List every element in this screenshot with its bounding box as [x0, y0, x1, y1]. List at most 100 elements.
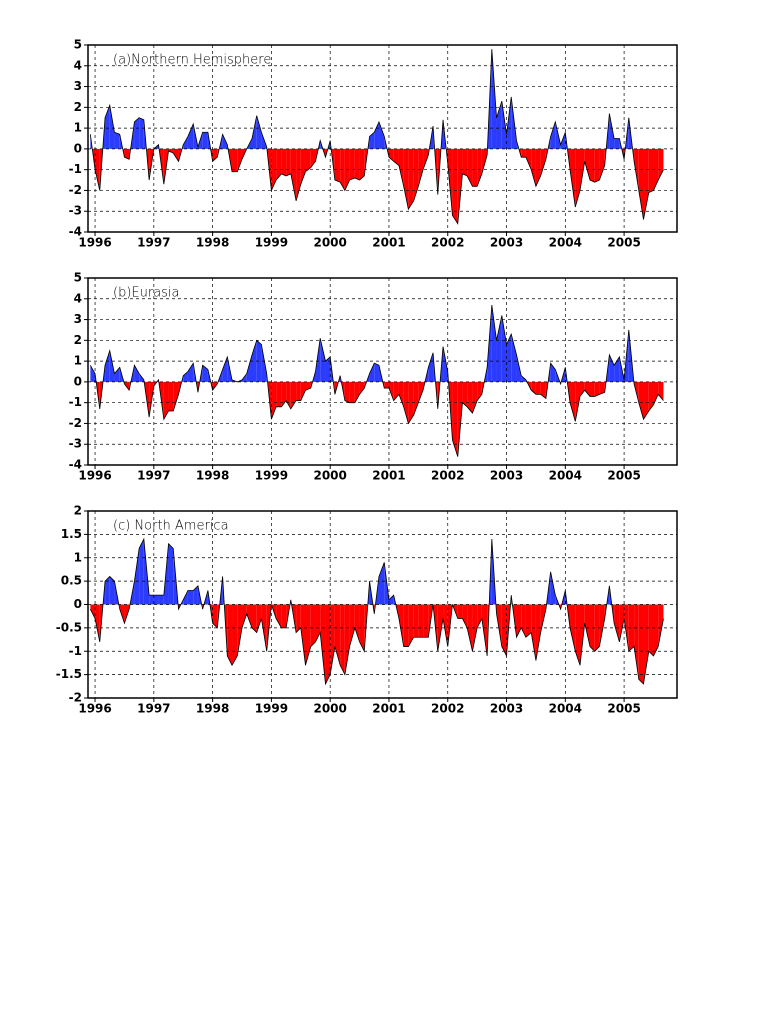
area-segment — [491, 305, 497, 382]
area-segment — [594, 381, 600, 397]
y-tick-label: -4 — [69, 225, 82, 239]
area-segment — [354, 148, 360, 181]
area-segment — [511, 334, 517, 382]
area-segment — [550, 571, 556, 605]
area-segment — [134, 117, 140, 149]
area-segment — [467, 381, 473, 414]
x-tick-label: 2001 — [372, 469, 405, 483]
area-segment — [584, 604, 591, 647]
area-segment — [614, 604, 620, 642]
area-segment — [246, 604, 253, 628]
area-segment — [109, 105, 115, 149]
area-segment — [658, 381, 664, 401]
area-segment — [276, 148, 282, 181]
area-segment — [300, 381, 306, 401]
area-segment — [359, 381, 365, 395]
area-segment — [114, 132, 120, 149]
area-segment — [443, 604, 448, 647]
area-segment — [496, 101, 502, 149]
area-segment — [158, 595, 164, 605]
area-segment — [462, 604, 468, 628]
area-segment — [540, 148, 546, 176]
y-tick-label: 2 — [74, 100, 82, 114]
area-segment — [344, 381, 350, 403]
x-tick-label: 1998 — [196, 702, 229, 716]
area-segment — [491, 49, 497, 149]
area-segment — [590, 148, 595, 183]
x-tick-label: 1998 — [196, 469, 229, 483]
area-segment — [658, 604, 664, 647]
chart-title: (b)Eurasia — [113, 286, 180, 301]
y-tick-label: -1 — [69, 162, 82, 176]
area-segment — [540, 381, 546, 399]
area-segment — [369, 363, 375, 382]
area-segment — [550, 121, 556, 149]
area-segment — [393, 148, 399, 166]
area-segment — [271, 148, 277, 191]
plot-frame — [87, 44, 678, 233]
area-segment — [246, 354, 253, 382]
x-tick-label: 1999 — [255, 702, 288, 716]
area-segment — [173, 381, 179, 411]
area-segment — [535, 604, 541, 661]
area-segment — [193, 585, 198, 605]
x-tick-label: 1996 — [78, 236, 111, 250]
area-segment — [590, 381, 595, 397]
plot-frame — [87, 277, 678, 466]
area-segment — [599, 148, 605, 181]
area-segment — [183, 371, 188, 382]
area-segment — [330, 604, 335, 675]
x-tick-label: 2003 — [490, 236, 523, 250]
area-segment — [232, 604, 238, 666]
area-segment — [290, 148, 297, 201]
area-outline — [89, 49, 664, 225]
area-segment — [467, 148, 473, 187]
area-segment — [418, 381, 424, 403]
area-segment — [252, 340, 257, 382]
x-tick-label: 1997 — [137, 236, 170, 250]
area-segment — [305, 148, 311, 172]
area-segment — [638, 381, 644, 420]
area-segment — [95, 604, 100, 642]
area-segment — [349, 148, 355, 181]
area-segment — [535, 148, 541, 187]
area-segment — [134, 365, 140, 382]
area-segment — [648, 604, 654, 656]
area-segment — [90, 365, 96, 382]
area-segment — [403, 604, 409, 647]
area-segment — [139, 117, 144, 149]
area-segment — [496, 315, 502, 382]
area-segment — [594, 604, 600, 652]
area-segment — [252, 115, 257, 149]
y-tick-label: 3 — [74, 79, 82, 93]
y-tick-label: -4 — [69, 458, 82, 472]
x-tick-label: 2002 — [431, 236, 464, 250]
area-segment — [525, 604, 532, 638]
area-segment — [334, 148, 341, 183]
x-tick-label: 2002 — [431, 702, 464, 716]
x-tick-label: 1996 — [78, 702, 111, 716]
area-segment — [653, 604, 659, 656]
x-tick-label: 1997 — [137, 469, 170, 483]
area-segment — [575, 148, 581, 208]
area-segment — [232, 148, 238, 172]
area-segment — [374, 121, 379, 149]
area-segment — [437, 604, 444, 652]
area-segment — [418, 148, 424, 187]
area-segment — [584, 381, 591, 397]
area-segment — [648, 148, 654, 193]
area-segment — [276, 604, 282, 628]
area-segment — [408, 148, 414, 210]
area-segment — [300, 148, 306, 185]
area-segment — [105, 105, 110, 149]
area-segment — [584, 148, 591, 181]
area-segment — [628, 604, 635, 652]
area-segment — [398, 381, 404, 407]
area-segment — [202, 365, 208, 382]
area-segment — [408, 604, 414, 647]
y-tick-label: 1 — [74, 550, 82, 564]
x-tick-label: 2004 — [549, 469, 582, 483]
area-segment — [305, 381, 311, 391]
area-segment — [242, 604, 247, 628]
